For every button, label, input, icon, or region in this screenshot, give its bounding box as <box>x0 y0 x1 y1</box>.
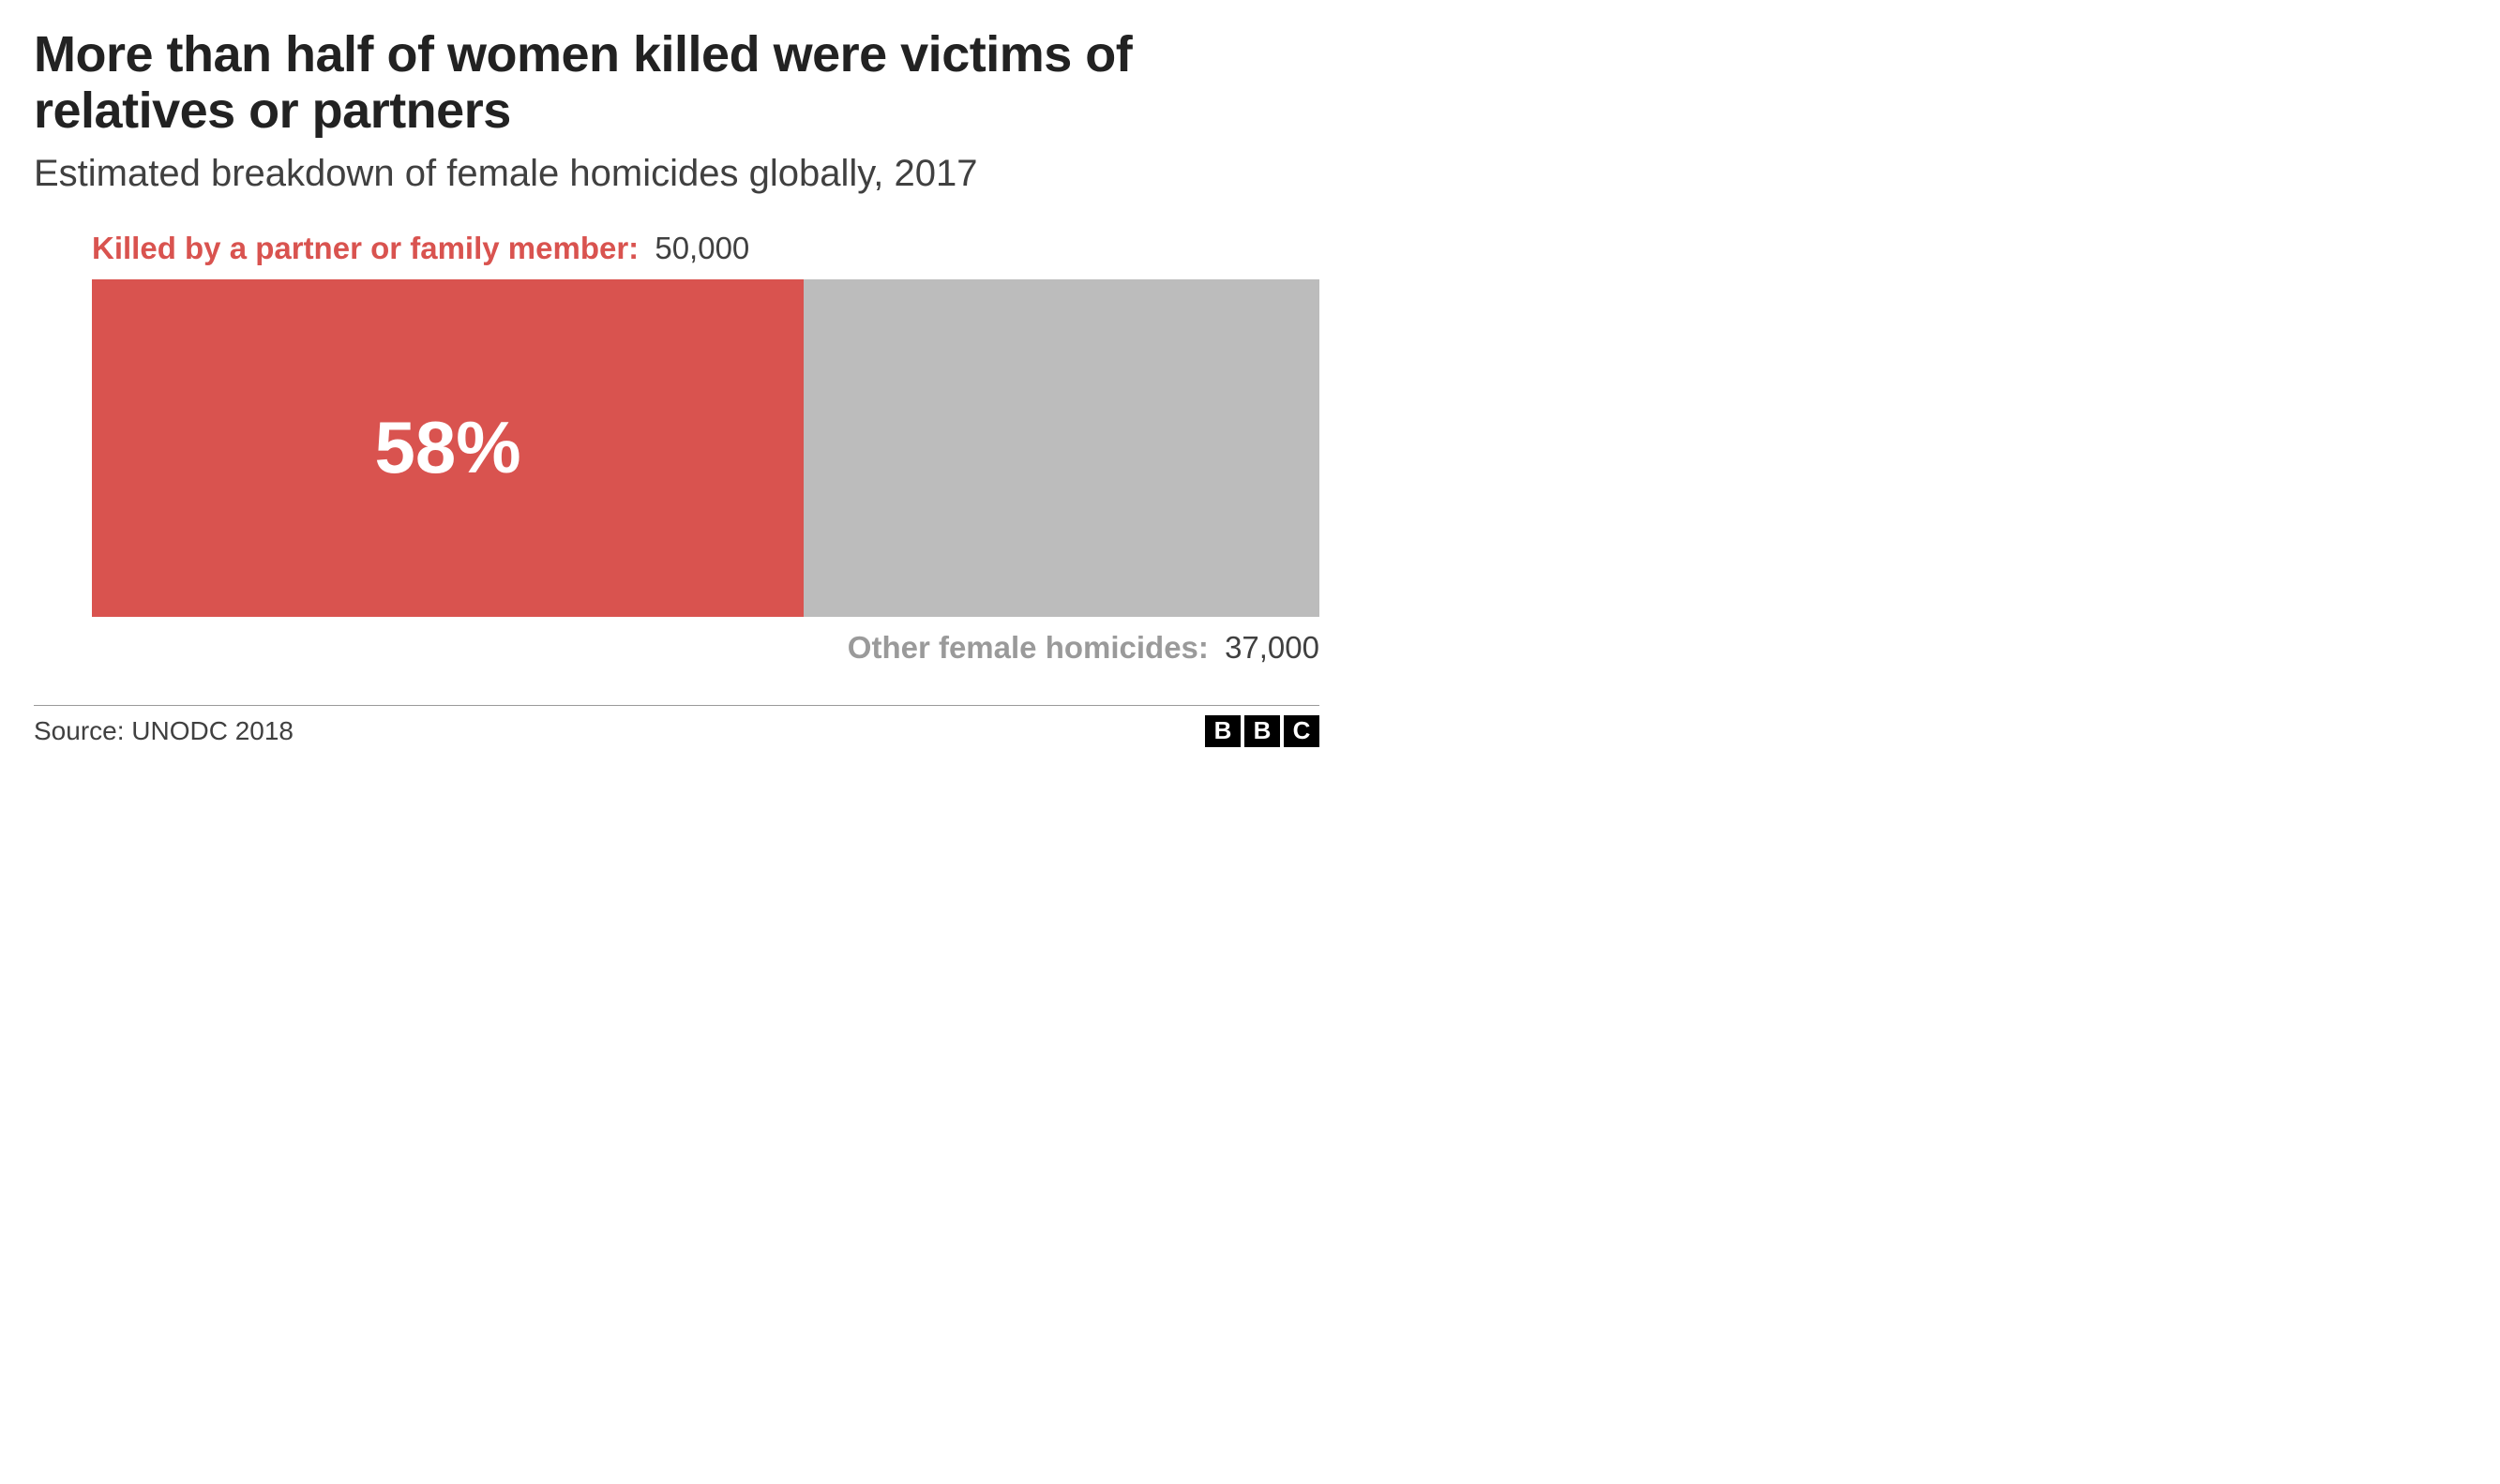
series-label-secondary-text: Other female homicides: <box>848 630 1209 665</box>
series-label-secondary: Other female homicides: 37,000 <box>92 630 1319 666</box>
series-label-primary: Killed by a partner or family member: 50… <box>92 231 1319 266</box>
bbc-logo: B B C <box>1205 715 1319 747</box>
chart-title: More than half of women killed were vict… <box>34 26 1319 140</box>
series-label-primary-text: Killed by a partner or family member: <box>92 231 639 265</box>
bbc-logo-letter: B <box>1244 715 1280 747</box>
series-value-primary: 50,000 <box>655 231 749 265</box>
bbc-logo-letter: C <box>1284 715 1319 747</box>
chart-footer: Source: UNODC 2018 B B C <box>34 705 1319 747</box>
bar-segment-primary: 58% <box>92 279 804 617</box>
series-value-secondary: 37,000 <box>1225 630 1319 665</box>
bar-area: Killed by a partner or family member: 50… <box>34 231 1319 666</box>
bbc-logo-letter: B <box>1205 715 1241 747</box>
source-text: Source: UNODC 2018 <box>34 716 294 746</box>
stacked-bar: 58% <box>92 279 1319 617</box>
chart-container: More than half of women killed were vict… <box>0 0 1353 766</box>
percent-label: 58% <box>375 405 521 490</box>
bar-segment-secondary <box>804 279 1319 617</box>
chart-subtitle: Estimated breakdown of female homicides … <box>34 153 1319 195</box>
